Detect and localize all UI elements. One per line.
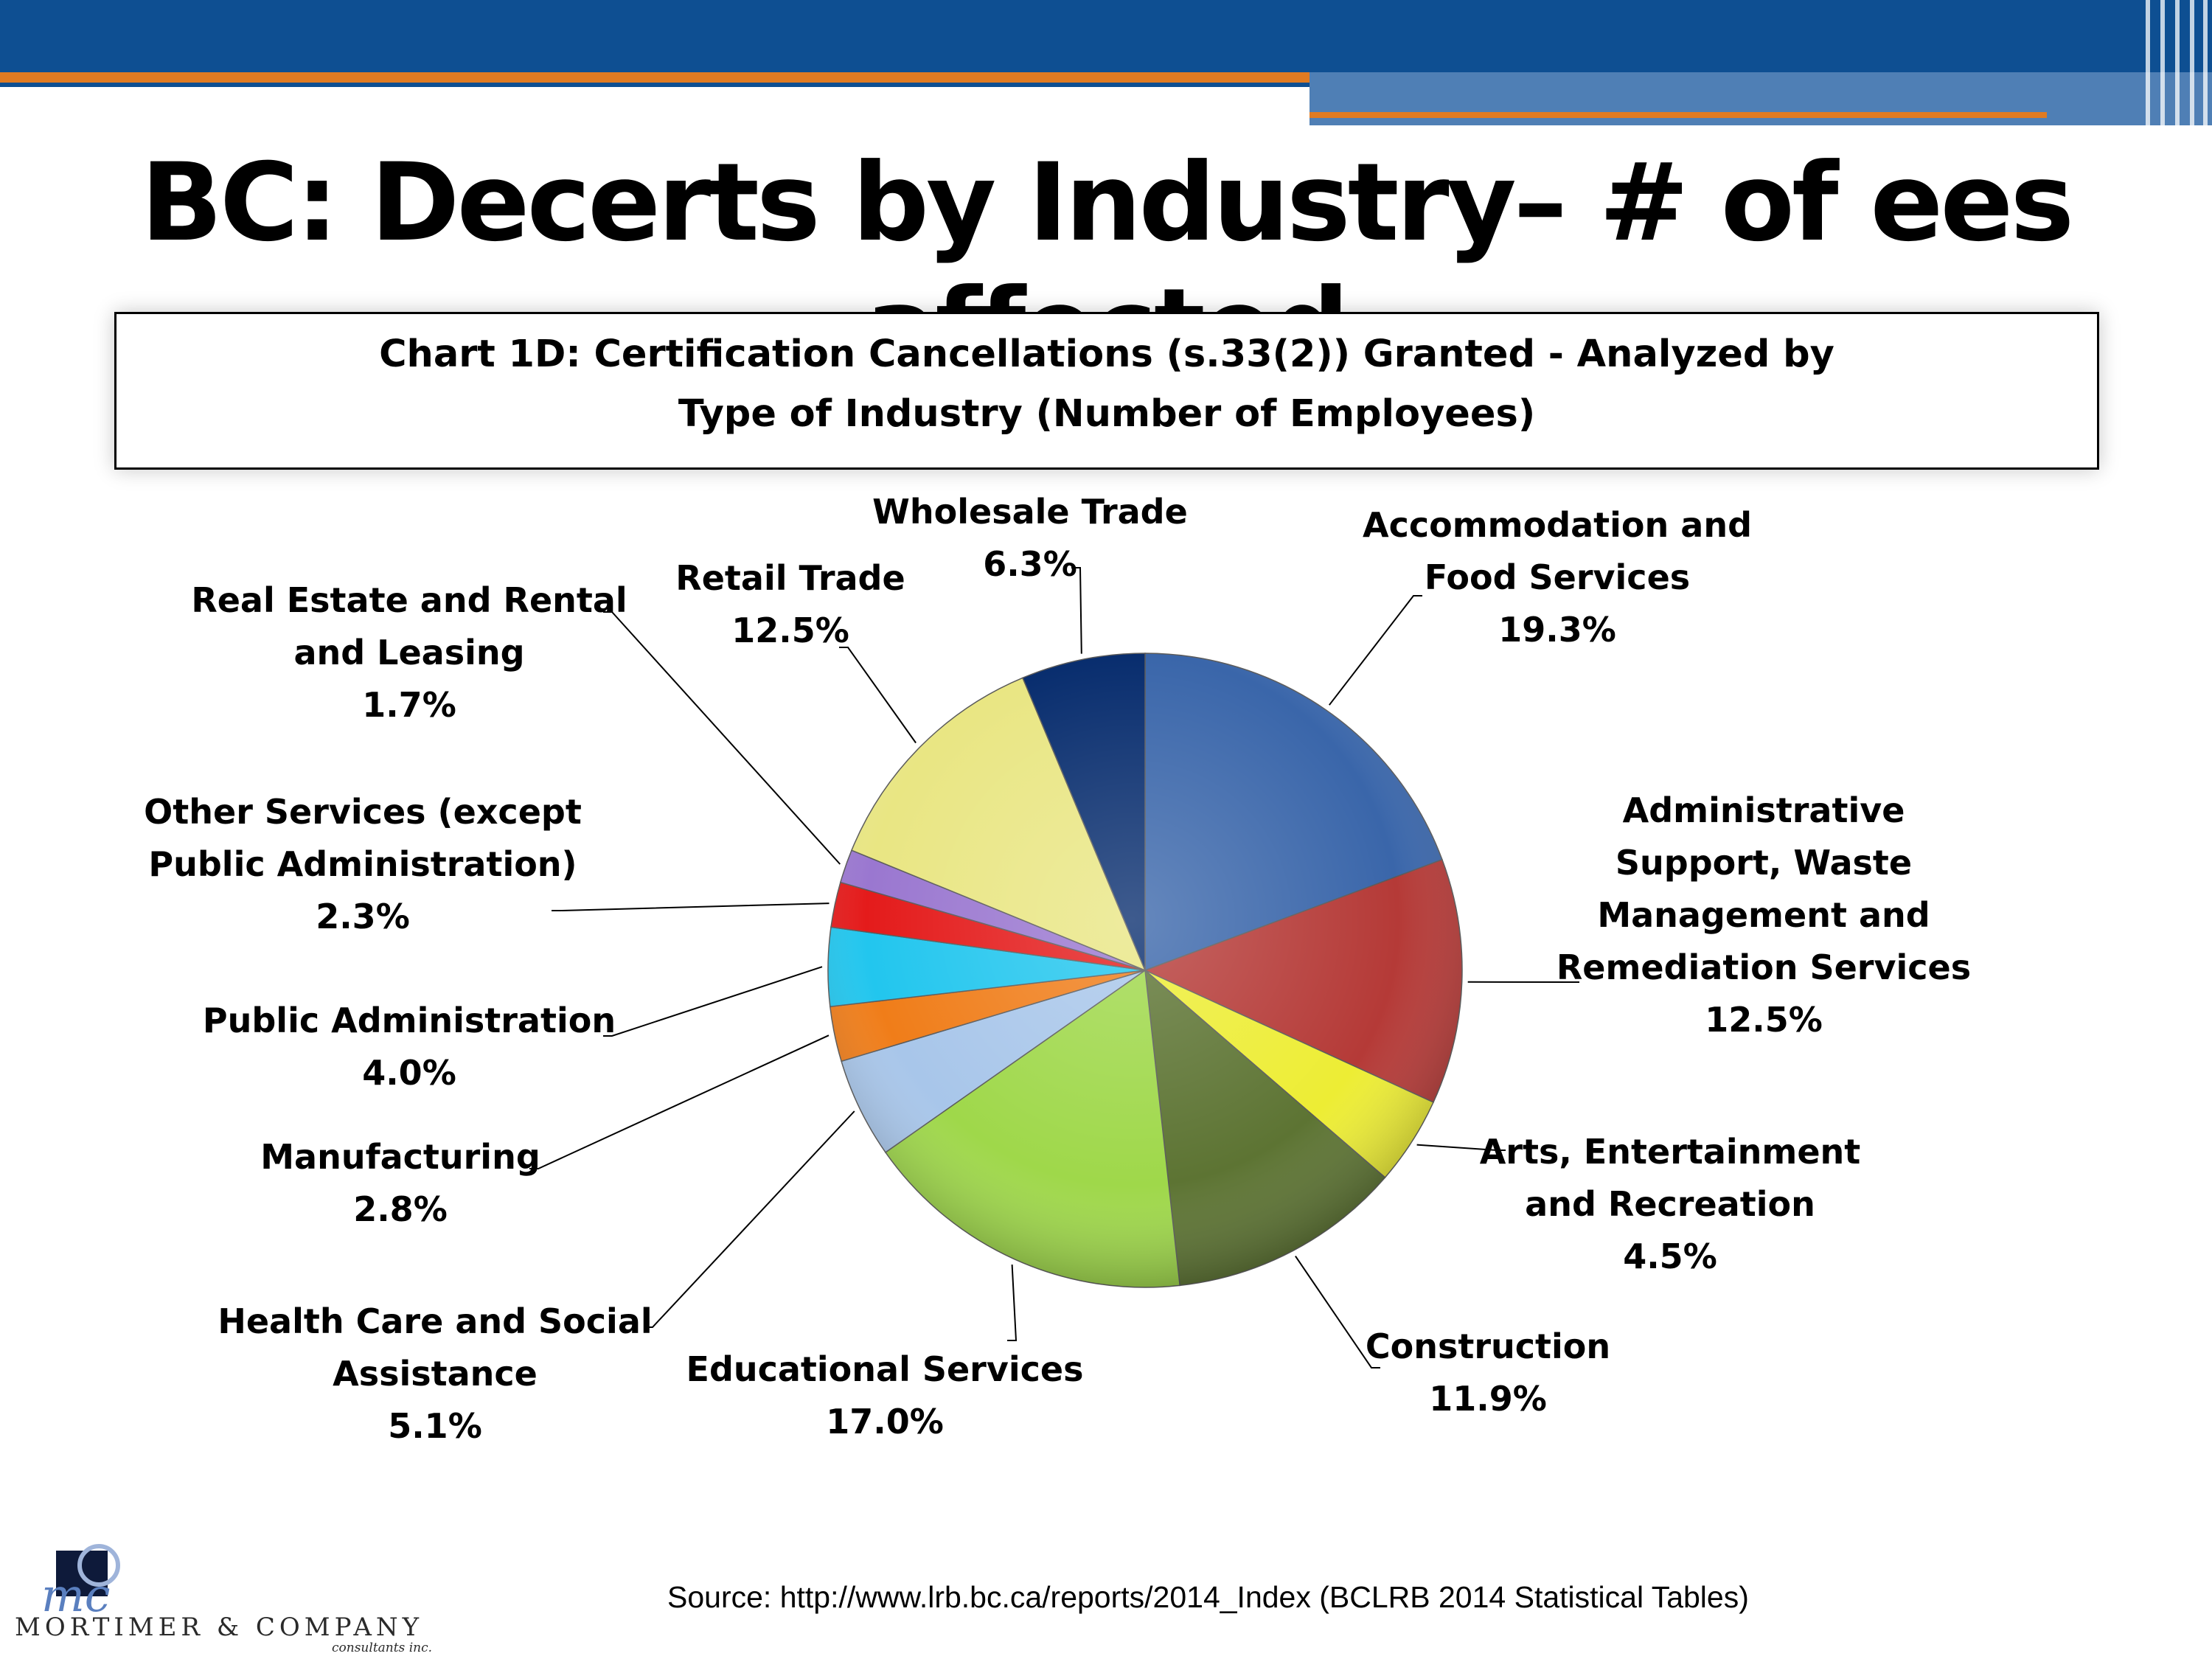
leader-line-arts-entertainment-and-recreation xyxy=(1416,1144,1506,1151)
slice-label-real-estate-and-rental-and-leasing: Real Estate and Rental and Leasing 1.7% xyxy=(191,580,627,725)
pie-slices xyxy=(827,653,1463,1288)
leader-line-manufacturing xyxy=(529,1034,830,1169)
slice-label-construction: Construction 11.9% xyxy=(1366,1326,1610,1419)
logo-subtitle: consultants inc. xyxy=(332,1641,432,1655)
slice-label-manufacturing: Manufacturing 2.8% xyxy=(260,1137,540,1229)
header-right-orange-rule xyxy=(1310,112,2047,118)
logo-company-name: MORTIMER & COMPANY xyxy=(15,1613,424,1642)
slice-label-other-services-except-public-administration: Other Services (except Public Administrat… xyxy=(144,792,582,936)
slice-label-wholesale-trade: Wholesale Trade 6.3% xyxy=(872,492,1188,584)
slice-label-retail-trade: Retail Trade 12.5% xyxy=(675,558,905,650)
source-note: Source: http://www.lrb.bc.ca/reports/201… xyxy=(667,1580,1749,1614)
leader-line-health-care-and-social-assistance xyxy=(644,1110,855,1328)
company-logo: mc MORTIMER & COMPANY consultants inc. xyxy=(15,1530,457,1655)
slice-label-health-care-and-social-assistance: Health Care and Social Assistance 5.1% xyxy=(218,1301,652,1446)
chart-title-line-1: Chart 1D: Certification Cancellations (s… xyxy=(379,333,1834,376)
header-stripes xyxy=(2138,0,2212,125)
logo-mark-icon: mc xyxy=(41,1544,120,1617)
leader-line-public-administration xyxy=(603,966,823,1037)
leader-line-real-estate-and-rental-and-leasing xyxy=(603,611,841,865)
leader-lines xyxy=(529,567,1579,1368)
header-blue-rule xyxy=(0,83,1310,87)
chart-title-box: Chart 1D: Certification Cancellations (s… xyxy=(114,312,2099,470)
slice-label-public-administration: Public Administration 4.0% xyxy=(203,1001,616,1093)
slice-label-administrative-support-waste-management-and-remediation-services: Administrative Support, Waste Management a… xyxy=(1557,790,1971,1040)
slice-label-accommodation-and-food-services: Accommodation and Food Services 19.3% xyxy=(1363,505,1752,650)
slice-labels: Accommodation and Food Services 19.3% Admin… xyxy=(144,492,1971,1446)
leader-line-retail-trade xyxy=(839,647,917,744)
leader-line-accommodation-and-food-services xyxy=(1329,595,1422,706)
header-orange-rule xyxy=(0,72,1310,83)
leader-line-wholesale-trade xyxy=(1071,567,1082,654)
top-band xyxy=(0,0,2212,72)
chart-title-line-2: Type of Industry (Number of Employees) xyxy=(678,392,1536,436)
leader-line-educational-services xyxy=(1007,1265,1018,1341)
leader-line-construction xyxy=(1295,1256,1380,1368)
svg-text:mc: mc xyxy=(41,1568,111,1617)
slice-label-arts-entertainment-and-recreation: Arts, Entertainment and Recreation 4.5% xyxy=(1480,1132,1861,1276)
slice-label-educational-services: Educational Services 17.0% xyxy=(686,1349,1084,1441)
leader-line-other-services-except-public-administration xyxy=(552,902,830,911)
